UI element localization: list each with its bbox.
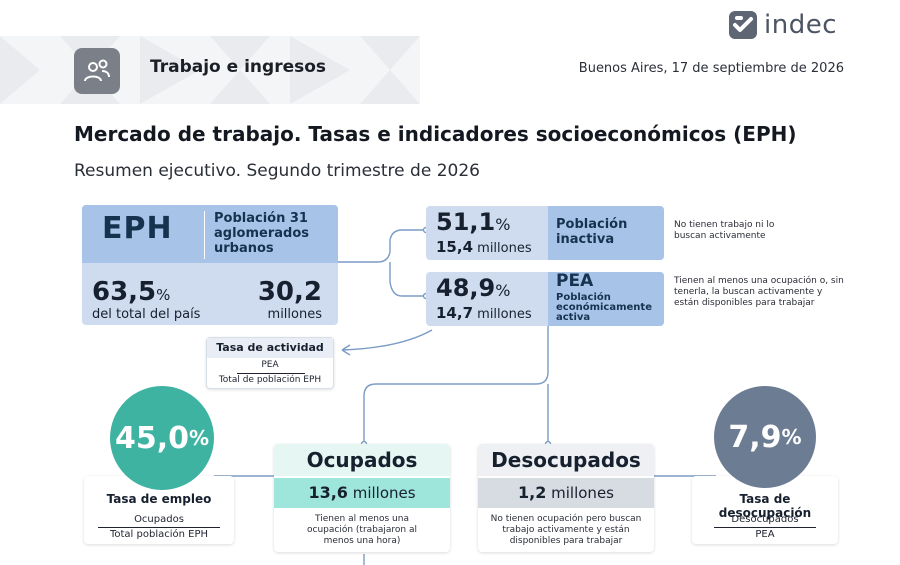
tasa-desocupacion-circle: 7,9%: [714, 386, 816, 488]
tasa-empleo-title: Tasa de empleo: [106, 492, 212, 506]
desocupados-title: Desocupados: [491, 448, 641, 472]
ocupados-box: Ocupados 13,6 millones Tienen al menos u…: [274, 444, 450, 552]
pea-percent: 48,9%: [436, 274, 511, 302]
pea-title: Población económicamente activa: [556, 292, 652, 323]
inactiva-card: 51,1% 15,4 millones Población inactiva: [426, 206, 664, 260]
tasa-empleo-denominator: Total población EPH: [109, 529, 209, 540]
tasa-desocupacion-numerator: Desocupados: [731, 514, 799, 525]
eph-percent-label: del total del país: [92, 307, 201, 322]
tasa-desocupacion-fraction-line: [714, 527, 816, 528]
desocupados-title-band: [478, 444, 654, 476]
tasa-desocupacion-denominator: PEA: [755, 529, 775, 540]
people-icon: [74, 48, 120, 94]
eph-divider: [204, 211, 205, 259]
desocupados-description: No tienen ocupación pero buscan trabajo …: [490, 514, 642, 546]
eph-millions-label: millones: [267, 307, 322, 322]
pea-card: 48,9% 14,7 millones PEA Población económ…: [426, 272, 664, 326]
tasa-desocupacion-box: Tasa de desocupación Desocupados PEA: [692, 476, 838, 544]
eph-box: EPH Población 31 aglomerados urbanos 63,…: [82, 205, 338, 325]
pea-title-band: [548, 272, 664, 326]
tasa-empleo-circle: 45,0%: [110, 386, 214, 490]
eph-millions: 30,2: [257, 277, 322, 307]
inactiva-title: Población inactiva: [556, 217, 628, 247]
eph-population: Población 31 aglomerados urbanos: [214, 211, 309, 256]
ocupados-title: Ocupados: [306, 448, 418, 472]
page-subtitle: Resumen ejecutivo. Segundo trimestre de …: [74, 161, 480, 181]
indec-logo: indec: [728, 8, 837, 42]
inactiva-millions: 15,4 millones: [436, 238, 532, 256]
tasa-empleo-fraction-line: [98, 527, 220, 528]
tasa-actividad-title: Tasa de actividad: [207, 338, 333, 358]
tasa-actividad-denominator: Total de población EPH: [218, 375, 322, 385]
tasa-empleo-numerator: Ocupados: [134, 514, 184, 525]
pea-millions: 14,7 millones: [436, 304, 532, 322]
pea-note: Tienen al menos una ocupación o, sin ten…: [674, 276, 844, 308]
ocupados-title-band: [274, 444, 450, 476]
ocupados-millions: 13,6 millones: [274, 478, 450, 508]
inactiva-note: No tienen trabajo ni lo buscan activamen…: [674, 220, 775, 241]
tasa-desocupacion-title: Tasa de desocupación: [718, 492, 812, 520]
section-name: Trabajo e ingresos: [150, 57, 327, 77]
publication-date: Buenos Aires, 17 de septiembre de 2026: [578, 61, 844, 76]
indec-logo-icon: [729, 11, 757, 39]
eph-label: EPH: [102, 211, 173, 246]
eph-header: [82, 205, 338, 263]
desocupados-millions: 1,2 millones: [478, 478, 654, 508]
inactiva-percent: 51,1%: [436, 208, 511, 236]
tasa-actividad-box: Tasa de actividad PEA Total de población…: [206, 337, 334, 389]
pea-acronym: PEA: [556, 272, 594, 291]
inactiva-title-band: [548, 206, 664, 260]
tasa-actividad-numerator: PEA: [261, 360, 279, 370]
ocupados-description: Tienen al menos una ocupación (trabajaro…: [307, 514, 417, 546]
logo-text: indec: [764, 10, 837, 40]
eph-percent: 63,5%: [92, 277, 171, 307]
desocupados-box: Desocupados 1,2 millones No tienen ocupa…: [478, 444, 654, 552]
tasa-actividad-fraction-line: [237, 373, 305, 374]
page-title: Mercado de trabajo. Tasas e indicadores …: [74, 122, 797, 146]
